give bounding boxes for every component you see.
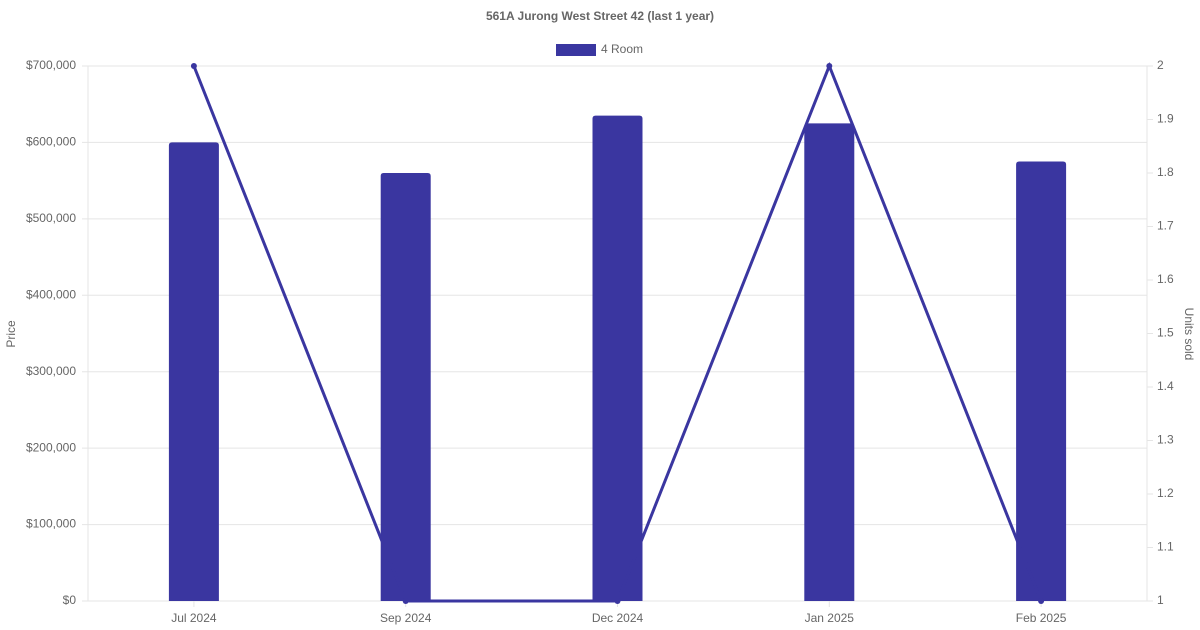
y-tick-label: $700,000 — [26, 58, 76, 72]
y2-tick-label: 1 — [1157, 593, 1164, 607]
point — [614, 598, 621, 604]
y2-tick-label: 1.6 — [1157, 272, 1174, 286]
y2-tick-label: 1.8 — [1157, 165, 1174, 179]
y-tick-label: $500,000 — [26, 211, 76, 225]
y2-tick-label: 1.4 — [1157, 379, 1174, 393]
bar — [804, 123, 855, 602]
point — [402, 598, 409, 604]
legend-label: 4 Room — [601, 42, 643, 56]
y2-axis-label: Units sold — [1182, 308, 1196, 361]
bar — [380, 173, 431, 601]
y2-tick-label: 1.5 — [1157, 326, 1174, 340]
x-tick-label: Feb 2025 — [1016, 611, 1067, 625]
point — [1038, 598, 1045, 604]
x-tick-label: Jan 2025 — [805, 611, 855, 625]
point — [826, 63, 833, 69]
y-tick-label: $200,000 — [26, 440, 76, 454]
y2-tick-label: 1.2 — [1157, 486, 1174, 500]
x-tick-label: Sep 2024 — [380, 611, 432, 625]
bar — [168, 142, 219, 601]
y-tick-label: $300,000 — [26, 364, 76, 378]
x-tick-label: Jul 2024 — [171, 611, 217, 625]
y2-tick-label: 1.1 — [1157, 540, 1174, 554]
legend-swatch — [556, 44, 596, 56]
chart-title: 561A Jurong West Street 42 (last 1 year) — [486, 9, 714, 23]
bar — [592, 115, 643, 601]
y-tick-label: $400,000 — [26, 287, 76, 301]
y2-tick-label: 2 — [1157, 58, 1164, 72]
y2-tick-label: 1.3 — [1157, 433, 1174, 447]
y-tick-label: $100,000 — [26, 517, 76, 531]
y-axis-label: Price — [4, 320, 18, 348]
point — [190, 63, 197, 69]
y-tick-label: $0 — [63, 593, 77, 607]
bar — [1016, 161, 1067, 602]
x-tick-label: Dec 2024 — [592, 611, 644, 625]
y2-tick-label: 1.9 — [1157, 112, 1174, 126]
y-tick-label: $600,000 — [26, 135, 76, 149]
y2-tick-label: 1.7 — [1157, 219, 1174, 233]
